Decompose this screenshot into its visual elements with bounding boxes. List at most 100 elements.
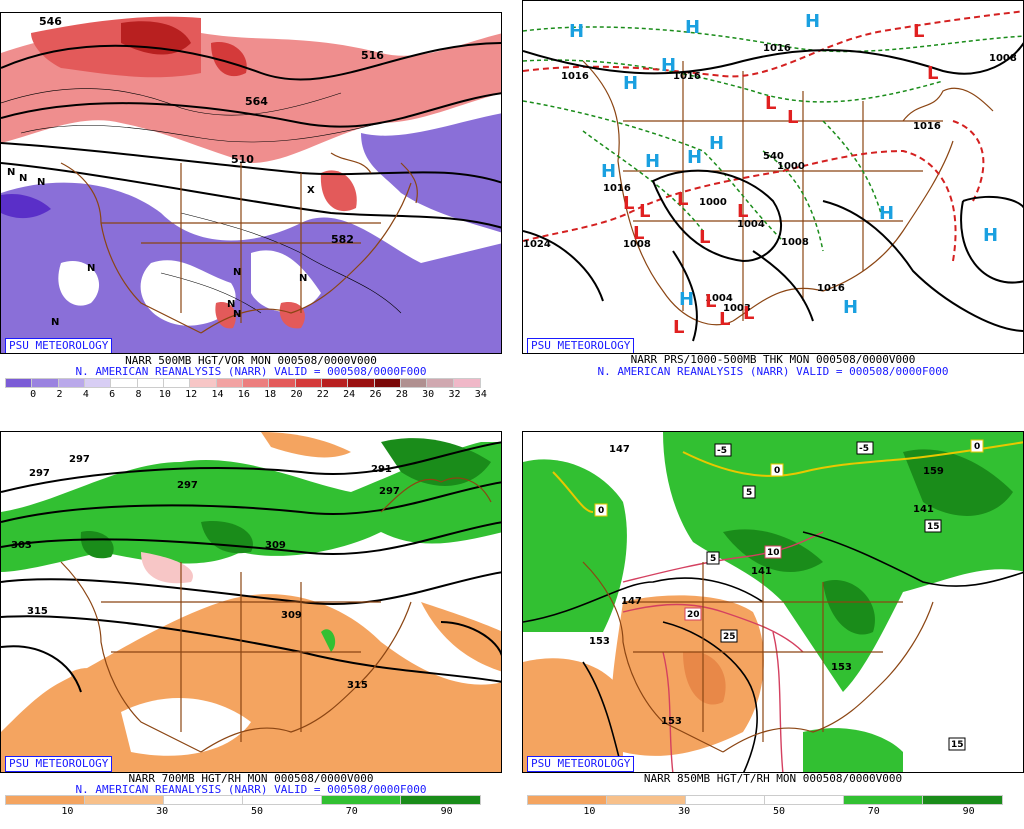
psu-meteorology-badge: PSU METEOROLOGY [527, 338, 635, 353]
panel-title: NARR PRS/1000-500MB THK MON 000508/0000V… [630, 353, 916, 366]
scale-label: 90 [440, 806, 453, 817]
isotherm-label: 0 [774, 466, 780, 476]
low-pressure-symbol: L [743, 303, 754, 324]
vort-symbol: N [7, 167, 15, 178]
panel-850mb-temp-rh: 147 147 153 153 153 141 141 159 -5 -5 0 … [522, 431, 1024, 829]
scale-label: 12 [185, 389, 198, 400]
color-scale-labels: 0 2 4 6 8 10 12 14 16 18 20 22 24 26 28 30 32 34 [6, 389, 487, 401]
contour-label: 141 [751, 566, 772, 577]
scale-segment [84, 795, 165, 805]
contour-label: 309 [265, 540, 286, 551]
high-pressure-symbol: H [805, 11, 820, 32]
scale-segment [320, 378, 350, 388]
isobar-label: 1004 [705, 293, 733, 304]
scale-segment [268, 378, 297, 388]
low-pressure-symbol: L [719, 309, 730, 330]
scale-label: 70 [345, 806, 358, 817]
vort-symbol: N [233, 309, 241, 320]
panel-title: NARR 500MB HGT/VOR MON 000508/0000V000 [125, 354, 377, 367]
scale-label: 22 [316, 389, 329, 400]
scale-segment [5, 795, 86, 805]
low-pressure-symbol: L [677, 189, 688, 210]
scale-segment [4, 378, 34, 388]
vort-symbol: N [51, 317, 59, 328]
low-pressure-symbol: L [623, 193, 634, 214]
scale-segment [83, 378, 113, 388]
scale-label: 30 [678, 806, 691, 817]
isobar-label: 1016 [603, 183, 631, 194]
scale-segment [922, 795, 1003, 805]
panel-title: NARR 700MB HGT/RH MON 000508/0000V000 [128, 772, 374, 785]
scale-segment [215, 378, 244, 388]
isotherm-label: 15 [927, 522, 940, 532]
contour-label: 153 [589, 636, 610, 647]
vort-symbol: N [299, 273, 307, 284]
scale-segment [57, 378, 86, 388]
scale-label: 30 [422, 389, 435, 400]
contour-label: 147 [621, 596, 642, 607]
high-pressure-symbol: H [661, 55, 676, 76]
scale-segment [242, 795, 323, 805]
contour-label: 153 [831, 662, 852, 673]
low-pressure-symbol: L [737, 201, 748, 222]
map-frame: 1016 1016 1016 1016 1000 1004 1008 1008 … [522, 0, 1024, 354]
isotherm-label: 15 [951, 740, 964, 750]
scale-segment [685, 795, 766, 805]
contour-label: 564 [245, 95, 268, 108]
contour-label: 315 [347, 680, 368, 691]
color-scale-labels: 10 30 50 70 90 [6, 806, 480, 818]
scale-segment [189, 378, 218, 388]
scale-label: 16 [237, 389, 250, 400]
isotherm-label: 5 [746, 488, 752, 498]
isobar-label: 1008 [623, 239, 651, 250]
isotherm-label: 10 [767, 548, 780, 558]
scale-label: 50 [772, 806, 786, 817]
scale-label: 2 [56, 389, 63, 400]
psu-meteorology-badge: PSU METEOROLOGY [5, 338, 113, 353]
scale-label: 20 [290, 389, 303, 400]
color-scale-bar [527, 795, 1003, 805]
contour-label: 516 [361, 49, 384, 62]
isobar-label: 1016 [817, 283, 845, 294]
isobar-label: 1016 [913, 121, 941, 132]
isotherm-label: 0 [974, 442, 980, 452]
color-scale-labels: 10 30 50 70 90 [528, 806, 1002, 818]
isobar-label: 1016 [673, 71, 701, 82]
scale-segment [452, 378, 481, 388]
scale-label: 14 [211, 389, 224, 400]
panel-subtitle: N. AMERICAN REANALYSIS (NARR) VALID = 00… [75, 365, 427, 378]
contour-label: 297 [177, 480, 198, 491]
high-pressure-symbol: H [645, 151, 660, 172]
high-pressure-symbol: H [685, 17, 700, 38]
low-pressure-symbol: L [787, 107, 798, 128]
contour-label: 159 [923, 466, 944, 477]
contour-label: 582 [331, 233, 354, 246]
scale-segment [527, 795, 608, 805]
high-pressure-symbol: H [569, 21, 584, 42]
high-pressure-symbol: H [601, 161, 616, 182]
scale-segment [294, 378, 323, 388]
isotherm-label: 0 [598, 506, 604, 516]
vort-symbol: X [307, 185, 315, 196]
isobar-label: 1008 [989, 53, 1017, 64]
map-frame: 147 147 153 153 153 141 141 159 -5 -5 0 … [522, 431, 1024, 773]
isobar-label: 1016 [561, 71, 589, 82]
low-pressure-symbol: L [705, 291, 716, 312]
scale-label: 8 [135, 389, 142, 400]
color-scale-bar [5, 795, 481, 805]
scale-segment [347, 378, 376, 388]
scale-label: 4 [82, 389, 89, 400]
isobar-label: 1004 [737, 219, 765, 230]
low-pressure-symbol: L [927, 63, 938, 84]
scale-label: 50 [250, 806, 264, 817]
scale-label: 70 [867, 806, 880, 817]
contour-label: 147 [609, 444, 630, 455]
contour-label: 510 [231, 153, 254, 166]
isobar-label: 1008 [781, 237, 809, 248]
contour-label: 291 [371, 464, 392, 475]
panel-subtitle: N. AMERICAN REANALYSIS (NARR) VALID = 00… [597, 365, 949, 378]
vort-symbol: N [87, 263, 95, 274]
high-pressure-symbol: H [709, 133, 724, 154]
scale-segment [606, 795, 687, 805]
scale-segment [321, 795, 402, 805]
